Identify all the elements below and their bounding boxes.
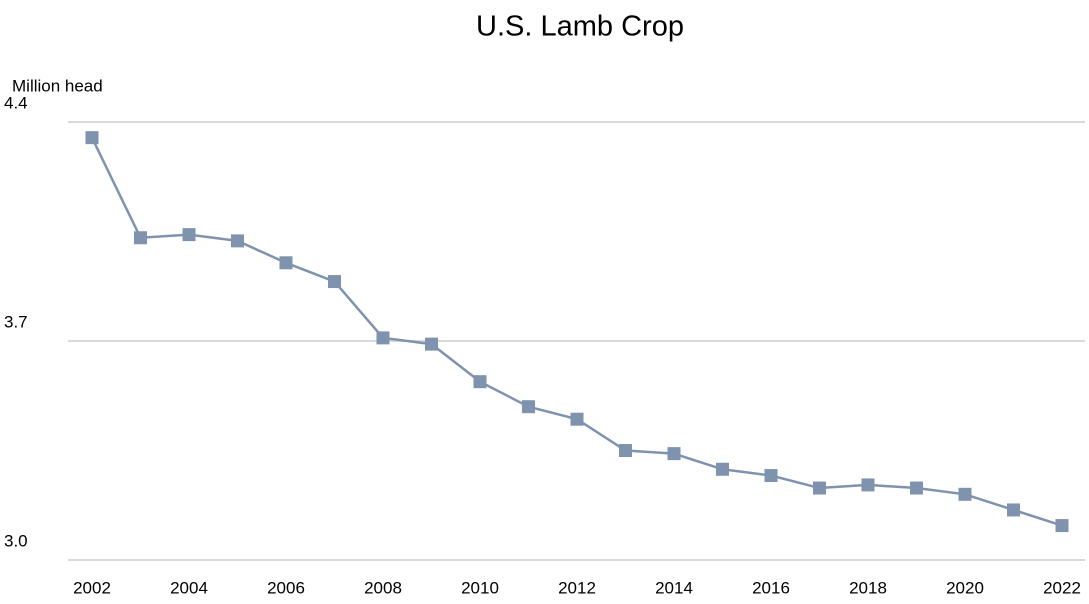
x-tick-label: 2018: [849, 578, 887, 597]
data-point: [328, 275, 341, 289]
x-tick-label: 2022: [1043, 578, 1081, 597]
chart-title: U.S. Lamb Crop: [476, 11, 684, 43]
x-tick-label: 2016: [752, 578, 790, 597]
data-point: [910, 481, 923, 495]
y-tick-label: 3.0: [4, 531, 28, 550]
data-point: [134, 231, 147, 245]
data-point: [764, 469, 778, 483]
data-line: [90, 137, 1063, 527]
data-point: [473, 375, 487, 389]
data-point: [231, 234, 244, 248]
y-axis-label: Million head: [12, 76, 103, 95]
data-point: [667, 447, 681, 461]
x-tick-label: 2004: [170, 578, 208, 597]
data-point: [716, 462, 729, 476]
data-point: [619, 444, 632, 457]
x-tick-label: 2012: [558, 578, 596, 597]
data-point: [861, 478, 875, 492]
data-point: [1055, 519, 1069, 533]
data-point: [279, 256, 293, 270]
x-tick-label: 2020: [946, 578, 984, 597]
x-tick-label: 2008: [364, 578, 402, 597]
y-tick-label: 3.7: [4, 312, 28, 331]
data-point: [182, 228, 196, 242]
x-tick-label: 2010: [461, 578, 499, 597]
y-tick-label: 4.4: [4, 93, 28, 112]
data-point: [425, 337, 438, 351]
x-tick-label: 2014: [655, 578, 693, 597]
data-point: [376, 331, 390, 345]
x-tick-label: 2002: [73, 578, 111, 597]
data-point: [570, 412, 584, 426]
data-point: [1007, 503, 1020, 517]
data-point: [522, 400, 535, 414]
data-point: [813, 481, 826, 495]
x-tick-label: 2006: [267, 578, 305, 597]
data-point: [85, 131, 99, 145]
data-point: [958, 487, 972, 501]
